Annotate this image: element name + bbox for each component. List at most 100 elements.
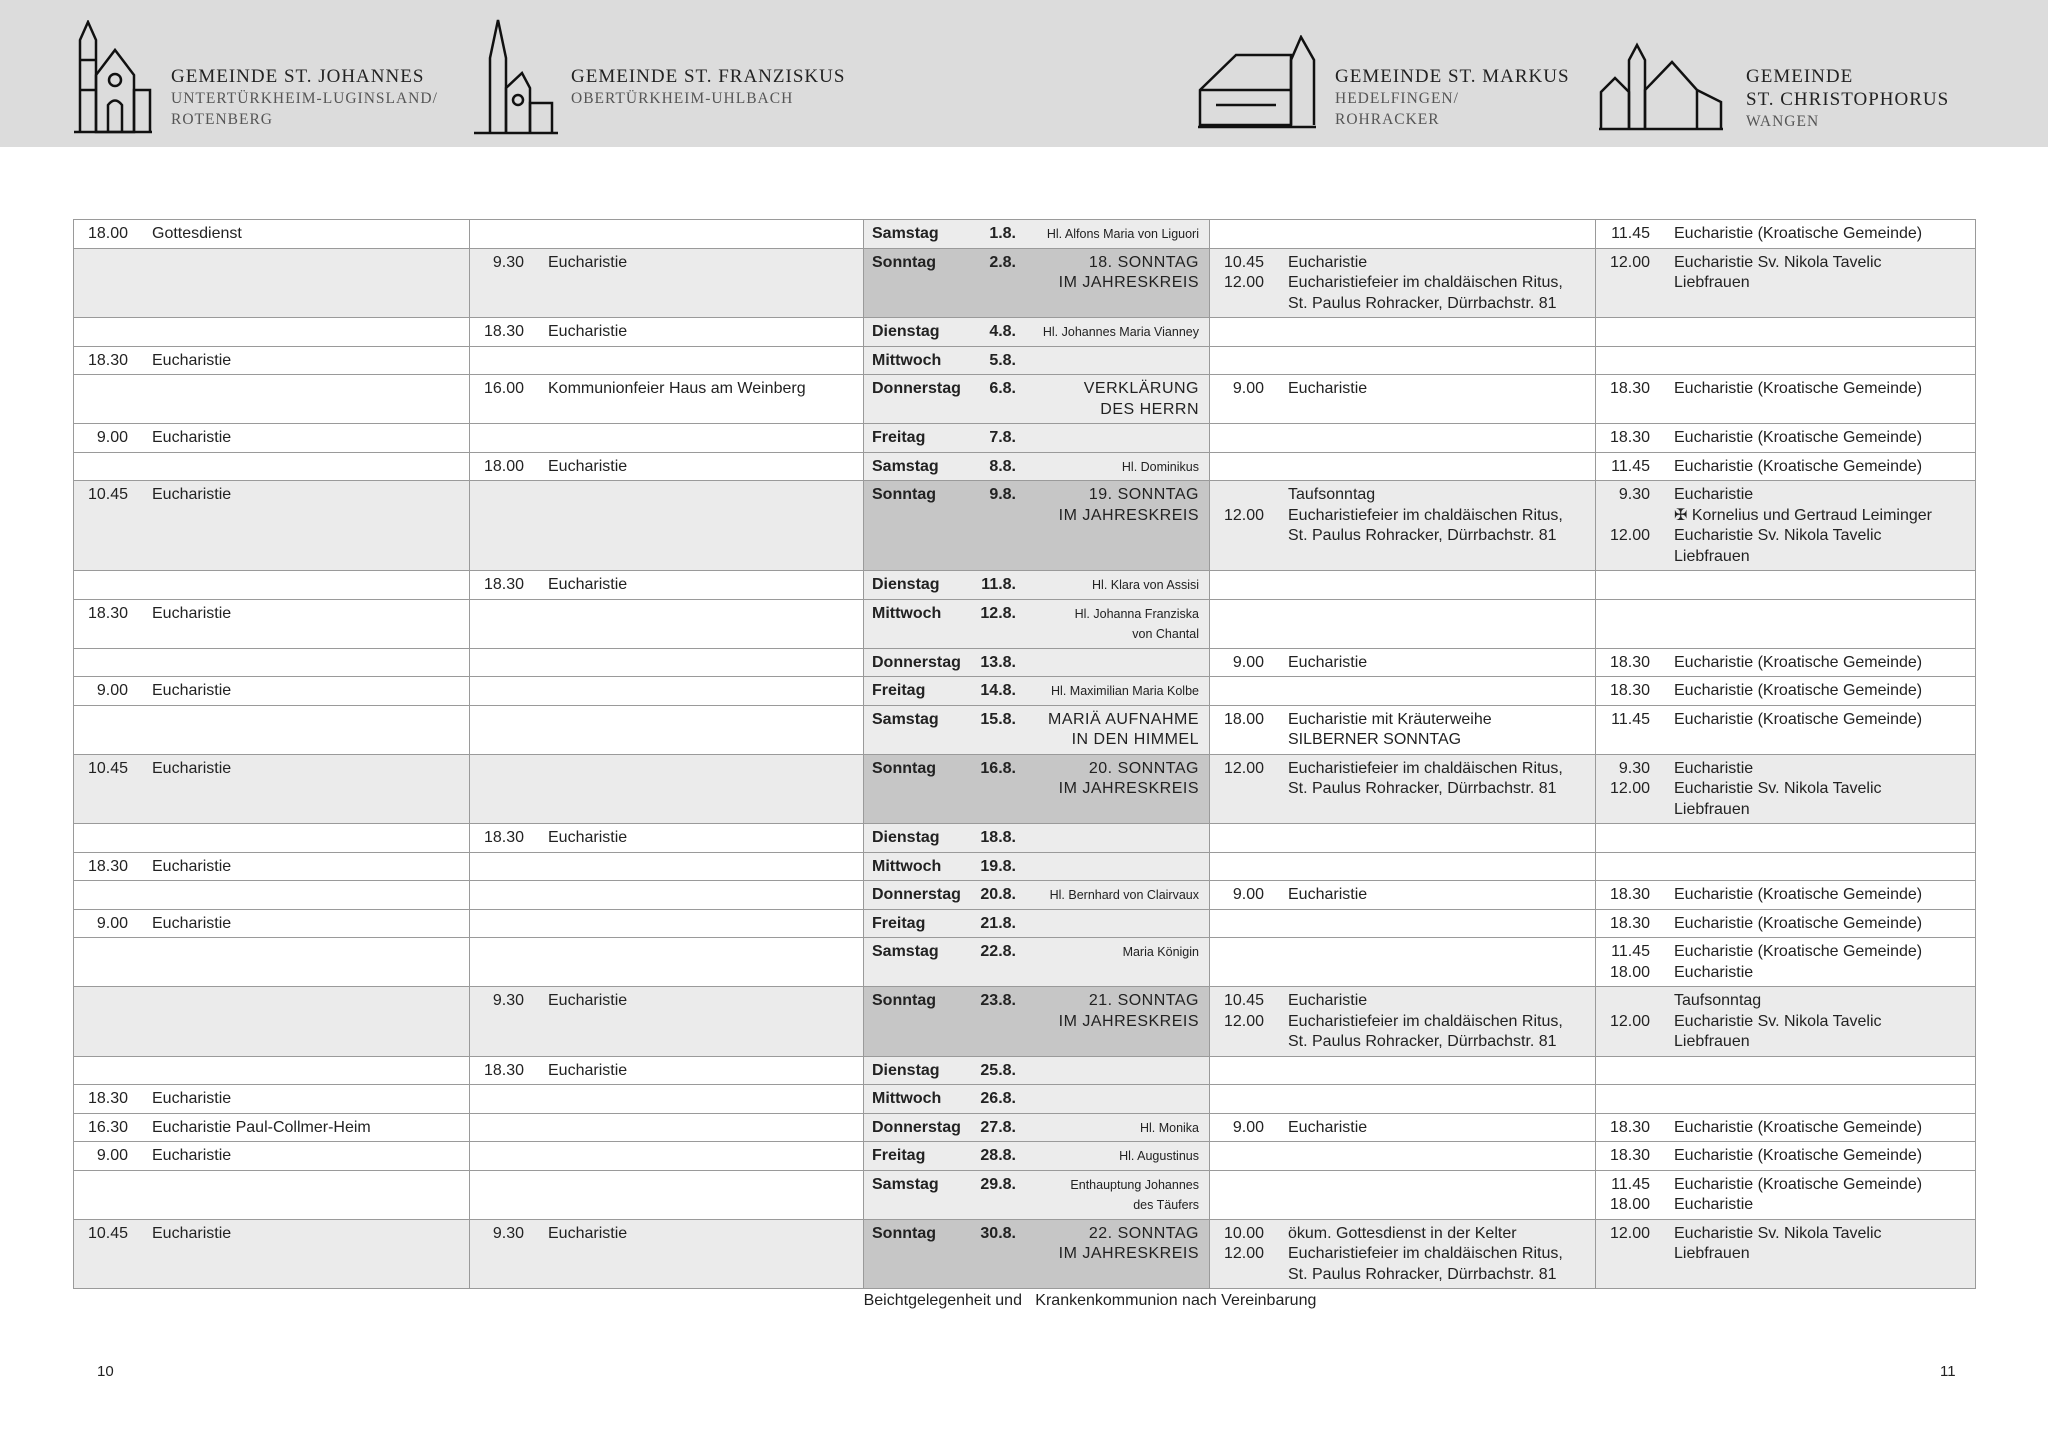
cell-st-johannes: 9.00 Eucharistie — [73, 1141, 470, 1171]
service-text: Liebfrauen — [1674, 1033, 1750, 1050]
cell-st-franziskus — [469, 880, 864, 910]
service-text: Eucharistie — [152, 486, 232, 503]
cell-st-franziskus: 9.30 Eucharistie — [469, 986, 864, 1057]
table-row: 10.45 Eucharistie 9.30 Eucharistie Sonntag 30… — [73, 1218, 1976, 1289]
cell-date: Dienstag 11.8. Hl. Klara von Assisi — [863, 570, 1210, 600]
cell-st-christophorus: 11.45 Eucharistie (Kroatische Gemeinde) — [1595, 704, 1976, 755]
date: 4.8. — [989, 323, 1016, 340]
date-wrap: Sonntag 9.8. 19. SONNTAG IM JAHRESKREIS — [872, 485, 1199, 526]
service-text: Eucharistie — [548, 992, 628, 1009]
cell-date: Samstag 1.8. Hl. Alfons Maria von Liguori — [863, 219, 1210, 249]
service-time: 18.30 — [1609, 682, 1650, 699]
cell-date: Samstag 15.8. MARIÄ AUFNAHME IN DEN HIMMEL — [863, 704, 1210, 755]
cell-st-christophorus: 18.30 Eucharistie (Kroatische Gemeinde) — [1595, 908, 1976, 938]
cell-st-markus — [1209, 345, 1596, 375]
cell-st-franziskus — [469, 1112, 864, 1142]
weekday: Sonntag — [872, 992, 936, 1009]
weekday: Freitag — [872, 429, 926, 446]
feast-line: IM JAHRESKREIS — [1058, 1245, 1199, 1262]
service-entry: 18.30 Eucharistie — [470, 575, 855, 596]
service-text: ✠ Kornelius und Gertraud Leiminger — [1674, 506, 1932, 524]
service-time: 18.00 — [1223, 710, 1264, 728]
service-time: 18.30 — [1609, 380, 1650, 397]
service-time: 18.30 — [1609, 429, 1650, 446]
service-text: Eucharistie (Kroatische Gemeinde) — [1674, 886, 1923, 903]
service-text: Eucharistie (Kroatische Gemeinde) — [1674, 653, 1923, 671]
feast-day: Hl. Bernhard von Clairvaux — [1016, 885, 1199, 906]
service-entry: 18.30 Eucharistie (Kroatische Gemeinde) — [1596, 1118, 1967, 1139]
service-entry: SILBERNER SONNTAG — [1210, 730, 1587, 751]
weekday: Dienstag — [872, 829, 940, 846]
service-time: 12.00 — [1609, 780, 1650, 797]
weekday: Sonntag — [872, 1224, 936, 1242]
service-entry: 18.30 Eucharistie — [74, 857, 461, 878]
service-text: Taufsonntag — [1288, 486, 1376, 503]
schedule-body: 18.00 Gottesdienst Samstag 1.8. Hl. Alfons M… — [73, 219, 1976, 1289]
service-text: Eucharistie — [1674, 1196, 1754, 1213]
service-text: Eucharistie — [1288, 253, 1368, 271]
parish-title: GEMEINDE ST. JOHANNES — [171, 66, 425, 87]
cell-st-markus — [1209, 908, 1596, 938]
feast-line: IM JAHRESKREIS — [1058, 780, 1199, 797]
service-entry: St. Paulus Rohracker, Dürrbachstr. 81 — [1210, 294, 1587, 315]
service-time — [1596, 1244, 1650, 1265]
feast-day: Maria Königin — [1016, 942, 1199, 963]
cell-st-franziskus — [469, 908, 864, 938]
service-entry: 11.45 Eucharistie (Kroatische Gemeinde) — [1596, 942, 1967, 963]
feast-day: 20. SONNTAG IM JAHRESKREIS — [1016, 759, 1199, 800]
service-text: Liebfrauen — [1674, 547, 1750, 565]
service-entry: Taufsonntag — [1596, 991, 1967, 1012]
footer-note: Beichtgelegenheit und Krankenkommunion n… — [863, 1292, 1317, 1309]
service-text: Eucharistiefeier im chaldäischen Ritus, — [1288, 506, 1563, 524]
service-text: Eucharistie — [548, 1061, 628, 1079]
cell-date: Samstag 8.8. Hl. Dominikus — [863, 451, 1210, 481]
service-entry: St. Paulus Rohracker, Dürrbachstr. 81 — [1210, 779, 1587, 800]
service-entry: 9.00 Eucharistie — [1210, 653, 1587, 674]
table-row: 9.30 Eucharistie Sonntag 23.8. 21. SONNTAG IM… — [73, 986, 1976, 1057]
date: 22.8. — [980, 943, 1016, 960]
cell-date: Sonntag 16.8. 20. SONNTAG IM JAHRESKREIS — [863, 753, 1210, 824]
service-time: 9.00 — [1232, 653, 1264, 671]
date: 28.8. — [980, 1147, 1016, 1164]
cell-st-johannes — [73, 937, 470, 987]
parish-st-johannes: GEMEINDE ST. JOHANNES UNTERTÜRKHEIM-LUGI… — [171, 65, 438, 130]
cell-st-markus: 9.00 Eucharistie — [1209, 880, 1596, 910]
service-time: 18.30 — [483, 323, 524, 340]
parish-st-markus: GEMEINDE ST. MARKUS HEDELFINGEN/ ROHRACK… — [1335, 65, 1570, 130]
cell-st-markus — [1209, 937, 1596, 987]
service-entry: 18.30 Eucharistie (Kroatische Gemeinde) — [1596, 1146, 1967, 1167]
service-time — [1596, 800, 1650, 821]
weekday: Freitag — [872, 1147, 926, 1164]
service-time: 9.00 — [96, 429, 128, 446]
service-entry: 18.30 Eucharistie — [74, 604, 461, 625]
cell-date: Donnerstag 27.8. Hl. Monika — [863, 1112, 1210, 1142]
feast-line: Hl. Alfons Maria von Liguori — [1046, 227, 1199, 241]
service-text: Eucharistie — [152, 1224, 232, 1242]
date: 16.8. — [980, 759, 1016, 777]
table-row: 18.30 Eucharistie Mittwoch 19.8. — [73, 851, 1976, 881]
service-text: Eucharistie — [1674, 486, 1754, 503]
cell-st-johannes — [73, 247, 470, 318]
date-wrap: Donnerstag 13.8. — [872, 653, 1199, 674]
service-entry: St. Paulus Rohracker, Dürrbachstr. 81 — [1210, 1032, 1587, 1053]
service-text: Eucharistie Sv. Nikola Tavelic — [1674, 1012, 1882, 1030]
service-text: Eucharistie (Kroatische Gemeinde) — [1674, 1175, 1923, 1193]
cell-st-christophorus: 18.30 Eucharistie (Kroatische Gemeinde) — [1595, 647, 1976, 677]
date: 25.8. — [980, 1061, 1016, 1079]
date: 27.8. — [980, 1118, 1016, 1136]
service-time: 9.00 — [1232, 1118, 1264, 1136]
service-time — [1596, 991, 1650, 1012]
service-time: 16.30 — [87, 1118, 128, 1136]
service-entry: 9.00 Eucharistie — [74, 914, 461, 935]
parish-subtitle: ROHRACKER — [1335, 111, 1440, 128]
service-time: 18.30 — [1609, 653, 1650, 671]
feast-day: Hl. Klara von Assisi — [1016, 575, 1199, 596]
weekday: Donnerstag — [872, 653, 961, 671]
service-time: 18.00 — [87, 225, 128, 242]
service-entry: 10.45 Eucharistie — [74, 1224, 461, 1245]
weekday: Donnerstag — [872, 1118, 961, 1136]
service-entry: 12.00 Eucharistiefeier im chaldäischen Ri… — [1210, 759, 1587, 780]
feast-day: MARIÄ AUFNAHME IN DEN HIMMEL — [1016, 710, 1199, 751]
weekday: Dienstag — [872, 323, 940, 340]
service-text: Eucharistie — [548, 323, 628, 340]
